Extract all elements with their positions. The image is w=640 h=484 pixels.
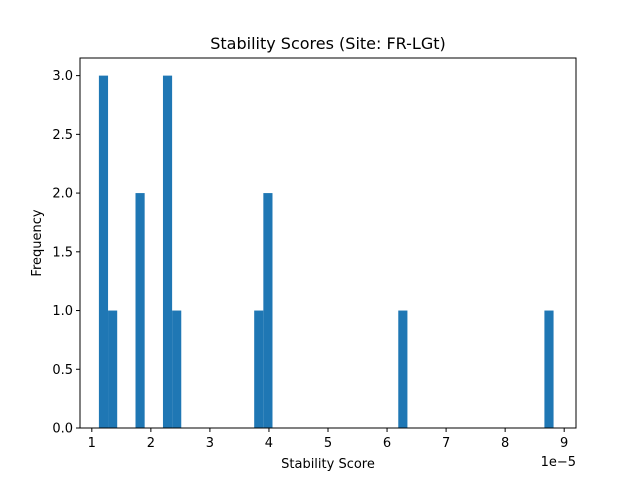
histogram-bar — [135, 193, 145, 428]
y-tick-label: 3.0 — [52, 69, 73, 84]
x-ticks-layer: 1 2 3 4 5 6 7 8 9 — [88, 428, 568, 451]
histogram-bar — [544, 310, 554, 428]
histogram-bar — [398, 310, 408, 428]
y-ticks-layer: 0.0 0.5 1.0 1.5 2.0 2.5 3.0 — [52, 69, 80, 437]
x-tick-label: 9 — [560, 436, 568, 451]
y-tick-label: 0.0 — [52, 422, 73, 437]
plot-frame — [79, 57, 577, 429]
x-tick-label: 8 — [501, 436, 509, 451]
histogram-bar — [162, 75, 173, 429]
x-tick-label: 1 — [88, 436, 96, 451]
histogram-bar — [263, 193, 273, 428]
x-tick-label: 3 — [206, 436, 214, 451]
y-axis-label: Frequency — [30, 209, 45, 276]
x-tick-label: 2 — [147, 436, 155, 451]
x-tick-label: 7 — [442, 436, 450, 451]
y-tick-label: 0.5 — [52, 363, 73, 378]
histogram-bar — [108, 310, 118, 428]
y-tick-label: 1.5 — [52, 245, 73, 260]
bars-layer — [98, 75, 554, 429]
x-tick-label: 4 — [265, 436, 273, 451]
x-axis-label: Stability Score — [281, 457, 375, 472]
y-tick-label: 1.0 — [52, 304, 73, 319]
x-tick-label: 6 — [383, 436, 391, 451]
chart-title: Stability Scores (Site: FR-LGt) — [210, 34, 446, 53]
x-offset-label: 1e−5 — [541, 455, 576, 470]
x-tick-label: 5 — [324, 436, 332, 451]
histogram-bar — [254, 310, 264, 428]
histogram-bar — [98, 75, 109, 429]
histogram-bar — [172, 310, 182, 428]
y-tick-label: 2.5 — [52, 128, 73, 143]
y-tick-label: 2.0 — [52, 187, 73, 202]
